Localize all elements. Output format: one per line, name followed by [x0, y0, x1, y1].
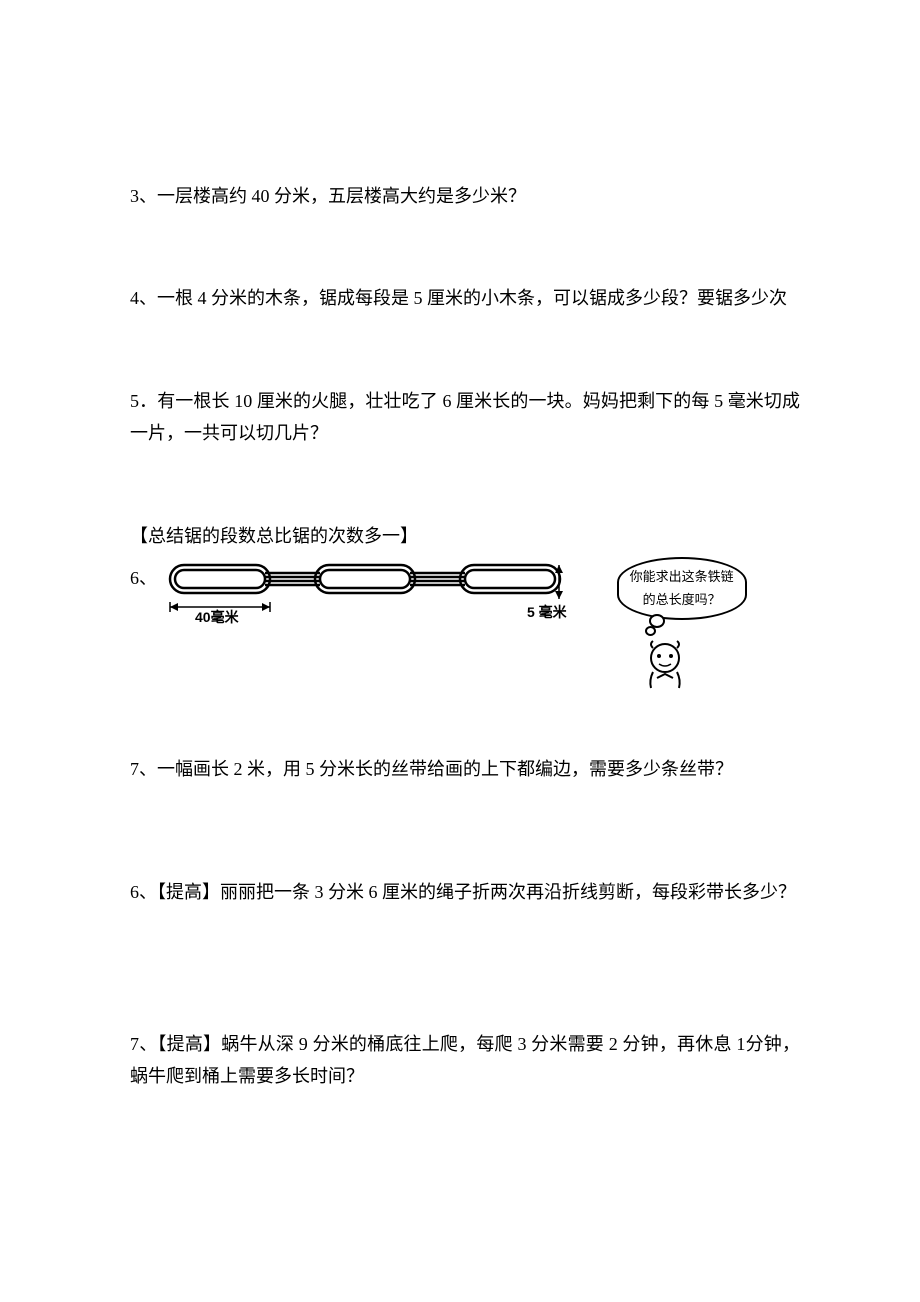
question-6b: 6、【提高】丽丽把一条 3 分米 6 厘米的绳子折两次再沿折线剪断，每段彩带长多… [130, 876, 800, 908]
question-3: 3、一层楼高约 40 分米，五层楼高大约是多少米？ [130, 180, 800, 212]
chain-diagram: 40毫米 [165, 557, 565, 627]
question-7b-text: 7、【提高】蜗牛从深 9 分米的桶底往上爬，每爬 3 分米需要 2 分钟，再休息… [130, 1028, 800, 1093]
question-3-text: 3、一层楼高约 40 分米，五层楼高大约是多少米？ [130, 180, 800, 212]
question-5-text: 5．有一根长 10 厘米的火腿，壮壮吃了 6 厘米长的一块。妈妈把剩下的每 5 … [130, 385, 800, 450]
child-icon [635, 638, 695, 693]
question-7-text: 7、一幅画长 2 米，用 5 分米长的丝带给画的上下都编边，需要多少条丝带？ [130, 753, 800, 785]
dimension-40mm: 40毫米 [195, 609, 240, 625]
thought-bubble: 你能求出这条铁链的总长度吗？ [617, 557, 747, 620]
question-6-diagram-row: 6、 40毫米 5 毫米 你能求出这条铁链的总长度 [130, 557, 800, 703]
summary-note: 【总结锯的段数总比锯的次数多一】 [130, 520, 800, 552]
question-7b: 7、【提高】蜗牛从深 9 分米的桶底往上爬，每爬 3 分米需要 2 分钟，再休息… [130, 1028, 800, 1093]
question-6b-text: 6、【提高】丽丽把一条 3 分米 6 厘米的绳子折两次再沿折线剪断，每段彩带长多… [130, 876, 800, 908]
dimension-5mm: 5 毫米 [527, 604, 567, 620]
question-4-text: 4、一根 4 分米的木条，锯成每段是 5 厘米的小木条，可以锯成多少段？要锯多少… [130, 282, 800, 314]
question-4: 4、一根 4 分米的木条，锯成每段是 5 厘米的小木条，可以锯成多少段？要锯多少… [130, 282, 800, 314]
thought-bubble-block: 你能求出这条铁链的总长度吗？ [617, 557, 747, 703]
question-7: 7、一幅画长 2 米，用 5 分米长的丝带给画的上下都编边，需要多少条丝带？ [130, 753, 800, 785]
question-5: 5．有一根长 10 厘米的火腿，壮壮吃了 6 厘米长的一块。妈妈把剩下的每 5 … [130, 385, 800, 450]
question-6-label: 6、 [130, 557, 157, 594]
dimension-5mm-wrap: 5 毫米 [527, 557, 567, 627]
